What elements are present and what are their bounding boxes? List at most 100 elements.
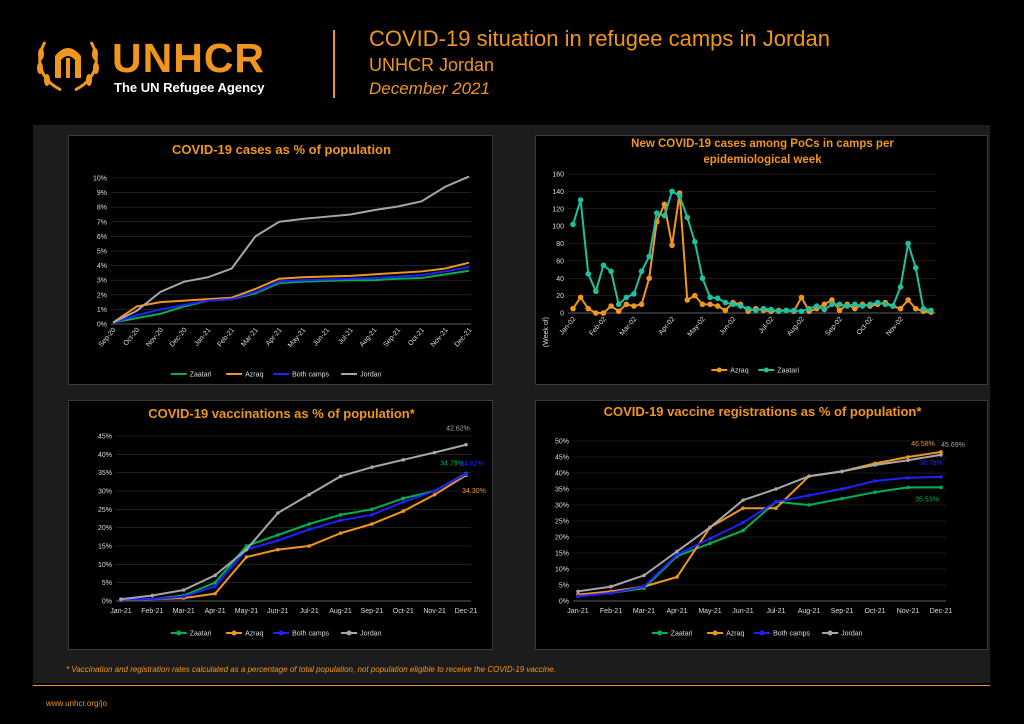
y-tick-label: 0: [560, 311, 564, 318]
legend-marker: [712, 630, 718, 636]
x-tick-label: Apr-21: [666, 608, 687, 615]
data-label: 42.62%: [446, 426, 470, 433]
point: [897, 284, 904, 290]
y-tick-label: 5%: [559, 583, 569, 590]
x-tick-label: Nov-20: [145, 327, 165, 349]
point: [737, 303, 744, 309]
x-axis-label: (Week of): [543, 317, 550, 347]
point: [912, 265, 919, 271]
point: [753, 307, 759, 314]
legend-label: Azraq: [245, 372, 263, 379]
point: [897, 305, 904, 312]
data-label: 45.69%: [941, 442, 965, 449]
point: [653, 210, 660, 216]
logo-text: UNHCR: [112, 35, 266, 81]
point: [675, 549, 679, 554]
x-tick-label: Sep-21: [361, 608, 384, 615]
point: [806, 305, 812, 312]
y-tick-label: 6%: [97, 234, 107, 241]
x-tick-label: Sep-21: [382, 327, 402, 349]
series-line: [112, 269, 470, 324]
chart-box: 0% 5% 10% 15% 20% 25% 30% 35% 40% 45% 50% Jan-21 Feb…: [535, 400, 988, 650]
point: [890, 303, 896, 309]
point: [646, 253, 652, 260]
point: [432, 450, 437, 455]
point: [852, 305, 858, 312]
point: [836, 307, 843, 314]
series-line: [120, 474, 467, 602]
legend-label: Both camps: [292, 372, 329, 379]
point: [338, 531, 343, 535]
y-tick-label: 100: [552, 224, 564, 231]
x-tick-label: Oct-21: [407, 327, 426, 348]
point: [213, 584, 217, 589]
x-tick-label: Aug-02: [786, 316, 806, 338]
y-tick-label: 20%: [98, 525, 112, 532]
legend-marker: [716, 367, 722, 373]
y-tick-label: 35%: [555, 487, 569, 494]
x-tick-label: Jul-21: [766, 608, 785, 615]
point: [669, 242, 675, 249]
y-tick-label: 5%: [97, 249, 107, 256]
series-line: [120, 443, 467, 601]
legend-label: Both camps: [773, 631, 810, 638]
y-tick-label: 45%: [555, 455, 569, 462]
x-tick-label: Sep-20: [98, 327, 118, 349]
point: [684, 214, 691, 221]
point: [401, 500, 406, 504]
chart-title: New COVID-19 cases among PoCs in camps p…: [631, 138, 894, 166]
point: [741, 506, 745, 510]
x-tick-label: Apr-02: [658, 316, 677, 337]
x-tick-label: Jun-21: [732, 608, 754, 615]
point: [874, 299, 881, 306]
x-tick-label: Jan-21: [110, 608, 132, 615]
point: [813, 303, 820, 309]
point: [928, 307, 934, 314]
x-tick-label: May-21: [287, 327, 307, 349]
y-tick-label: 9%: [97, 190, 107, 197]
legend-marker: [759, 630, 765, 636]
point: [401, 458, 406, 462]
legend-label: Zaatari: [671, 631, 693, 638]
series-line: [577, 486, 942, 598]
point: [675, 552, 679, 557]
point: [859, 303, 866, 309]
point: [920, 305, 927, 312]
point: [675, 575, 679, 579]
point: [213, 573, 217, 578]
legend-label: Jordan: [360, 631, 382, 638]
point: [464, 472, 468, 476]
legend-marker: [827, 630, 833, 636]
x-tick-label: Jun-21: [312, 327, 331, 348]
point: [593, 288, 599, 295]
series-line: [577, 450, 942, 596]
point: [570, 221, 576, 228]
point: [623, 294, 630, 301]
point: [873, 463, 877, 467]
y-tick-label: 20: [556, 293, 564, 300]
x-tick-label: Dec-21: [454, 327, 474, 349]
point: [570, 305, 576, 312]
point: [798, 294, 805, 301]
point: [276, 547, 280, 552]
x-tick-label: May-21: [235, 608, 258, 615]
legend-label: Zaatari: [190, 372, 212, 379]
point: [432, 492, 437, 497]
series-line: [577, 453, 942, 593]
chart-title: COVID-19 vaccine registrations as % of p…: [603, 404, 922, 419]
point: [609, 591, 613, 595]
point: [775, 308, 782, 315]
point: [585, 271, 592, 277]
point: [338, 474, 343, 479]
y-tick-label: 40%: [98, 452, 112, 459]
point: [722, 299, 729, 306]
x-tick-label: May-02: [687, 316, 707, 338]
legend-marker: [657, 630, 663, 636]
series-line: [572, 189, 932, 313]
data-label: 34.30%: [462, 488, 486, 495]
y-tick-label: 0%: [102, 599, 112, 606]
point: [873, 479, 877, 483]
point: [906, 455, 910, 459]
page-subtitle: UNHCR Jordan: [369, 55, 495, 75]
